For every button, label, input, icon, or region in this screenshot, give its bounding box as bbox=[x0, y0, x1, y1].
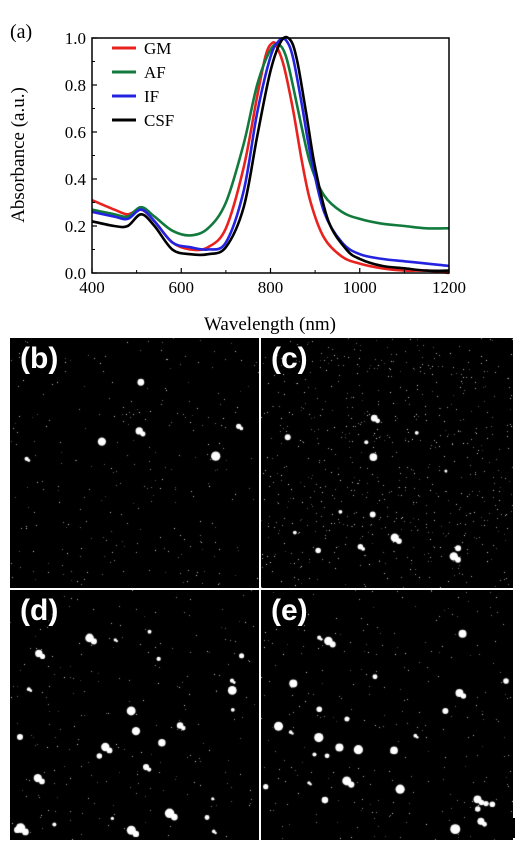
legend: GM AF IF CSF bbox=[112, 39, 174, 130]
panel-label-b: (b) bbox=[20, 342, 59, 375]
y-tick-label: 1.0 bbox=[65, 29, 86, 48]
x-tick-label: 1000 bbox=[343, 278, 377, 297]
micrograph-panel-c: (c) bbox=[261, 338, 513, 588]
micrograph-image-b bbox=[10, 338, 259, 588]
micrograph-image-d bbox=[10, 590, 259, 840]
y-tick-label: 0.8 bbox=[65, 76, 86, 95]
micrograph-panel-e: (e) bbox=[261, 590, 513, 840]
panel-label-e: (e) bbox=[271, 594, 308, 627]
y-axis-title: Absorbance (a.u.) bbox=[8, 87, 29, 223]
micrograph-panel-b: (b) bbox=[10, 338, 259, 588]
panel-label-d: (d) bbox=[20, 594, 59, 627]
series-line-if bbox=[91, 36, 450, 268]
x-tick-label: 800 bbox=[258, 278, 284, 297]
legend-label-af: AF bbox=[144, 63, 166, 82]
micrograph-image-e bbox=[261, 590, 513, 840]
x-tick-label: 1200 bbox=[432, 278, 466, 297]
x-tick-label: 400 bbox=[79, 278, 105, 297]
legend-label-gm: GM bbox=[144, 39, 171, 58]
y-tick-label: 0.6 bbox=[65, 123, 86, 142]
x-tick-label: 600 bbox=[169, 278, 195, 297]
legend-label-csf: CSF bbox=[144, 111, 174, 130]
micrograph-image-c bbox=[261, 338, 513, 588]
y-tick-label: 0.2 bbox=[65, 217, 86, 236]
series-line-csf bbox=[91, 35, 450, 273]
panel-label-c: (c) bbox=[271, 342, 308, 375]
y-axis: 0.0 0.2 0.4 0.6 0.8 1.0 bbox=[65, 29, 97, 283]
y-tick-label: 0.0 bbox=[65, 264, 86, 283]
plot-lines bbox=[91, 35, 450, 275]
x-axis-title: Wavelength (nm) bbox=[204, 314, 336, 335]
x-axis: 400 600 800 1000 1200 bbox=[79, 268, 466, 297]
legend-label-if: IF bbox=[144, 87, 159, 106]
absorbance-chart: (a) 400 600 800 1000 1200 0.0 0.2 0.4 0.6 0.8 1.0… bbox=[8, 21, 466, 335]
y-tick-label: 0.4 bbox=[65, 170, 87, 189]
micrograph-panel-d: (d) bbox=[10, 590, 259, 840]
panel-label-a: (a) bbox=[10, 21, 32, 43]
scale-bar bbox=[513, 818, 515, 838]
